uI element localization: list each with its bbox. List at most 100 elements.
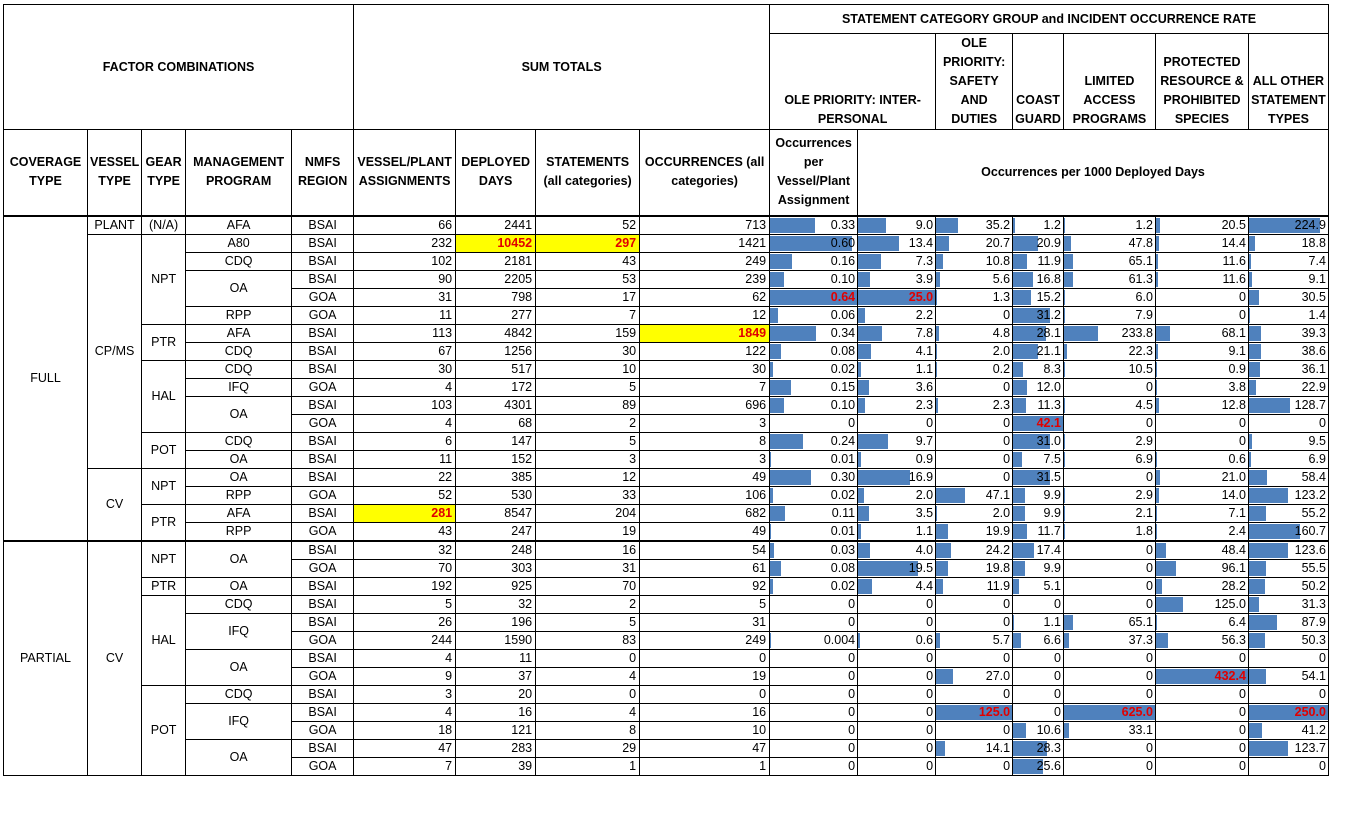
rate-cell-c4: 1.2 <box>1063 215 1156 235</box>
table-row: GOA 4 68 2 3 0 0 0 42.1 0 0 0 <box>4 414 1329 433</box>
rate-value: 0 <box>848 687 856 701</box>
rate-cell-c3: 11.9 <box>1012 252 1064 271</box>
rate-cell-c6: 87.9 <box>1248 613 1329 632</box>
data-bar <box>1248 542 1288 558</box>
rate-cell-c5: 14.0 <box>1155 486 1249 505</box>
data-bar <box>1248 614 1277 630</box>
rate-cell-c4: 2.1 <box>1063 504 1156 523</box>
rate-value: 2.0 <box>915 488 934 502</box>
deployed-days-cell: 11 <box>455 649 537 668</box>
assignments-cell: 30 <box>353 360 457 379</box>
rate-value: 14.1 <box>985 741 1011 755</box>
rate-value: 2.9 <box>1135 434 1153 448</box>
rate-value: 33.1 <box>1128 723 1153 737</box>
management-program-ifq: IFQ <box>185 702 293 740</box>
occurrences-cell: 8 <box>639 432 771 451</box>
rate-value: 0.9 <box>915 452 934 466</box>
data-bar <box>1248 740 1289 756</box>
occ-per-assignment-cell: 0 <box>769 667 859 686</box>
data-bar <box>1248 505 1267 521</box>
rate-value: 58.4 <box>1301 470 1326 484</box>
rate-value: 0.6 <box>1228 452 1246 466</box>
management-program-oa: OA <box>185 539 293 578</box>
assignments-cell: 4 <box>353 378 457 397</box>
rate-value: 0 <box>848 416 856 430</box>
rate-value: 15.2 <box>1036 290 1061 304</box>
rate-cell-c3: 25.6 <box>1012 757 1064 776</box>
rate-value: 1.1 <box>915 362 934 376</box>
rate-value: 0 <box>848 615 856 629</box>
rate-value: 0 <box>1053 651 1061 665</box>
table-row: OA BSAI 4 11 0 0 0 0 0 0 0 0 0 <box>4 648 1329 686</box>
rate-cell-c3: 11.3 <box>1012 396 1064 415</box>
rate-value: 7.9 <box>1135 308 1153 322</box>
statements-cell: 43 <box>535 252 641 271</box>
occ-per-assignment-cell: 0.60 <box>769 234 859 253</box>
rate-value: 0 <box>1003 470 1011 484</box>
deployed-days-cell: 2205 <box>455 270 537 289</box>
occurrences-cell: 0 <box>639 649 771 668</box>
rate-cell-c6: 55.5 <box>1248 559 1329 578</box>
data-bar <box>936 253 943 269</box>
rate-value: 96.1 <box>1221 561 1246 575</box>
rate-cell-c6: 50.3 <box>1248 631 1329 650</box>
occ-per-assignment-cell: 0 <box>769 649 859 668</box>
deployed-days-cell: 925 <box>455 577 537 596</box>
rate-value: 0 <box>1053 597 1061 611</box>
data-bar <box>936 325 940 341</box>
rate-cell-c3: 31.5 <box>1012 468 1064 487</box>
data-bar <box>1013 325 1047 341</box>
rate-value: 0 <box>1238 290 1246 304</box>
data-bar <box>1155 542 1167 558</box>
statements-cell: 31 <box>535 559 641 578</box>
assignments-cell: 22 <box>353 468 457 487</box>
rate-value: 36.1 <box>1301 362 1326 376</box>
rate-cell-c2: 0 <box>935 414 1014 433</box>
rate-value: 0.11 <box>831 506 856 520</box>
rate-value: 5.1 <box>1043 579 1061 593</box>
rate-value: 0 <box>926 669 934 683</box>
rate-value: 31.2 <box>1036 308 1061 322</box>
rate-value: 7.3 <box>915 254 934 268</box>
rate-value: 10.6 <box>1036 723 1061 737</box>
data-bar <box>1013 217 1015 233</box>
deployed-days-cell: 10452 <box>455 234 537 253</box>
assignments-cell: 103 <box>353 396 457 415</box>
rate-cell-c2: 20.7 <box>935 234 1014 253</box>
rate-value: 87.9 <box>1301 615 1326 629</box>
rate-cell-c6: 30.5 <box>1248 288 1329 307</box>
rate-value: 0 <box>926 741 934 755</box>
rate-cell-c6: 224.9 <box>1248 215 1329 235</box>
rate-cell-c1: 7.3 <box>857 252 937 271</box>
rate-value: 9.5 <box>1308 434 1326 448</box>
data-bar <box>1013 433 1050 449</box>
rate-value: 0 <box>1145 561 1153 575</box>
rate-value: 0 <box>1053 669 1061 683</box>
rate-cell-c1: 13.4 <box>857 234 937 253</box>
deployed-days-cell: 172 <box>455 378 537 397</box>
rate-value: 1.3 <box>992 290 1011 304</box>
data-bar <box>1063 271 1073 287</box>
data-bar <box>1248 433 1252 449</box>
assignments-cell: 31 <box>353 288 457 307</box>
rate-cell-c1: 0 <box>857 685 937 704</box>
rate-value: 10.5 <box>1128 362 1153 376</box>
rate-value: 21.1 <box>1036 344 1061 358</box>
gear-type-header: GEAR TYPE <box>141 129 187 217</box>
occ-per-assignment-cell: 0.33 <box>769 215 859 235</box>
data-bar <box>858 523 862 539</box>
data-bar <box>858 271 871 287</box>
table-row: OA BSAI 11 152 3 3 0.01 0.9 0 7.5 6.9 0.6 6.9 <box>4 449 1329 469</box>
rate-value: 0 <box>1238 416 1246 430</box>
assignments-cell: 32 <box>353 539 457 560</box>
rate-value: 2.1 <box>1135 506 1153 520</box>
data-bar <box>1155 253 1159 269</box>
rate-value: 24.2 <box>985 543 1011 557</box>
deployed-days-cell: 248 <box>455 539 537 560</box>
data-bar <box>1248 632 1265 648</box>
data-bar <box>1013 758 1044 774</box>
data-bar <box>1155 217 1161 233</box>
occ-per-assignment-cell: 0.16 <box>769 252 859 271</box>
rate-cell-c1: 3.9 <box>857 270 937 289</box>
nmfs-region-cell: GOA <box>291 414 355 433</box>
